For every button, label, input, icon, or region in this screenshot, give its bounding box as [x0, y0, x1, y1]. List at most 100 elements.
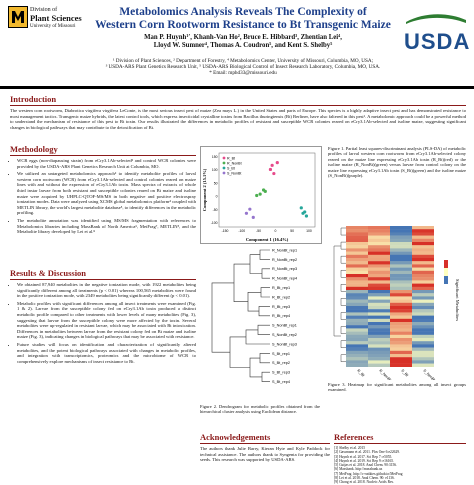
- legend-label: R_NonBt: [227, 162, 242, 166]
- heatmap-cell: [346, 232, 368, 236]
- heatmap-cell: [346, 235, 368, 239]
- heatmap-cell: [368, 283, 390, 287]
- heatmap-cell: [412, 360, 434, 364]
- heatmap-cell: [412, 350, 434, 355]
- authors-line-1: Man P. Huynh¹′, Khanh-Van Ho², Bruce E. …: [144, 34, 342, 41]
- heatmap-cell: [346, 254, 368, 259]
- heatmap-cell: [390, 315, 412, 319]
- heatmap-cell: [390, 280, 412, 284]
- heatmap-cell: [346, 267, 368, 271]
- heatmap-cell: [346, 251, 368, 255]
- heatmap-cell: [346, 344, 368, 348]
- dendrogram-branch: [261, 371, 270, 382]
- legend-label: S_NonBt: [227, 172, 241, 176]
- figure-3-caption: Figure 3. Heatmap for significant metabo…: [328, 382, 466, 393]
- y-tick-label: 50: [214, 181, 218, 185]
- heatmap-cell: [368, 318, 390, 323]
- scatter-point-S_Bt: [301, 211, 305, 215]
- heatmap-cell: [368, 245, 390, 249]
- heatmap-cell: [412, 274, 434, 278]
- heatmap-cell: [368, 360, 390, 364]
- result-item: Future studies will focus on identificat…: [17, 342, 196, 364]
- heatmap-cell: [390, 309, 412, 313]
- usda-wordmark: USDA: [404, 29, 471, 54]
- heatmap-tree-branch: [340, 298, 346, 306]
- scatter-point-R_NonBt: [255, 193, 259, 198]
- usda-swoosh-icon: [406, 14, 466, 24]
- heatmap-cell: [412, 245, 434, 249]
- dendrogram-leaf-label: S_NonBt_rep1: [272, 324, 297, 328]
- title-line-2: Western Corn Rootworm Resistance to Bt T…: [95, 19, 391, 31]
- heatmap-svg: R_Bt R_NonBt S_Bt S_NonBt: [333, 226, 437, 383]
- x-tick-label: 0: [274, 229, 276, 233]
- method-item: We utilized an untargeted metabolomics a…: [17, 171, 196, 216]
- heatmap-cell: [346, 274, 368, 278]
- scatter-point-S_NonBt: [251, 215, 255, 220]
- heatmap-cell: [346, 245, 368, 249]
- dendrogram-leaf-label: R_NonBt_rep4: [272, 277, 297, 281]
- heatmap-cell: [390, 318, 412, 323]
- legend-swatch: [222, 156, 226, 160]
- results-heading: Results & Discussion: [10, 268, 87, 278]
- heatmap-cell: [346, 238, 368, 243]
- x-tick-label: 50: [290, 229, 294, 233]
- heatmap-cell: [390, 277, 412, 281]
- heatmap-cell: [390, 354, 412, 358]
- heatmap-cell: [346, 258, 368, 262]
- scatter-point-S_NonBt: [248, 207, 252, 211]
- heatmap-cell: [390, 270, 412, 275]
- heatmap-cell: [412, 280, 434, 284]
- heatmap-cell: [346, 270, 368, 275]
- heatmap-cell: [346, 328, 368, 332]
- heatmap-cell: [390, 238, 412, 243]
- legend-label: R_Bt: [227, 157, 235, 161]
- heatmap-cell: [346, 338, 368, 342]
- heatmap-cell: [390, 261, 412, 265]
- heatmap-cell: [346, 306, 368, 310]
- introduction-heading: Introduction: [10, 94, 57, 104]
- heatmap-cell: [412, 347, 434, 351]
- heatmap-cell: [390, 350, 412, 355]
- colorkey-mid: [444, 268, 448, 276]
- heatmap-cell: [412, 296, 434, 300]
- heatmap-cell: [390, 325, 412, 329]
- heatmap-tree-branch: [340, 312, 346, 320]
- heatmap-cell: [368, 354, 390, 358]
- reference-item: [4] Huynh et al. 2019. Sci Rep 9: e16165…: [334, 458, 394, 463]
- heatmap-cell: [346, 229, 368, 233]
- heatmap-column-label: R_Bt: [356, 369, 365, 378]
- heatmap-cell: [412, 264, 434, 268]
- scatter-point-R_NonBt: [263, 189, 267, 193]
- heatmap-cell: [390, 341, 412, 345]
- y-tick-label: -100: [211, 221, 218, 225]
- dendrogram-leaf-label: S_Bt_rep3: [272, 371, 290, 375]
- heatmap-cell: [412, 322, 434, 326]
- legend-label: S_Bt: [227, 167, 235, 171]
- dendrogram-branch: [260, 287, 270, 298]
- scatter-point-R_Bt: [272, 171, 276, 176]
- heatmap-cell: [390, 242, 412, 246]
- mu-shield-icon: [8, 6, 28, 28]
- heatmap-cell: [368, 350, 390, 355]
- heatmap-cell: [412, 338, 434, 342]
- section-rule: [10, 155, 196, 156]
- heatmap-cell: [390, 302, 412, 307]
- scatter-point-S_NonBt: [244, 211, 249, 215]
- heatmap-cell: [390, 274, 412, 278]
- dendrogram-leaf-label: R_Bt_rep2: [272, 295, 290, 299]
- heatmap-cell: [346, 357, 368, 361]
- dendrogram-leaf-label: S_Bt_rep1: [272, 352, 290, 356]
- colorkey-low: [444, 276, 448, 284]
- dendrogram-leaf-label: R_NonBt_rep3: [272, 267, 297, 271]
- heatmap-cell: [346, 286, 368, 291]
- reference-item: [6] Massbank. http://massbank.us: [334, 467, 383, 472]
- heatmap-cell: [368, 309, 390, 313]
- header-divider: [0, 86, 474, 89]
- y-tick-label: -50: [213, 208, 218, 212]
- heatmap-cell: [412, 328, 434, 332]
- x-tick-label: -100: [238, 229, 245, 233]
- heatmap-cell: [390, 331, 412, 335]
- legend-swatch: [222, 166, 226, 170]
- heatmap-cell: [390, 296, 412, 300]
- references-heading: References: [334, 432, 374, 442]
